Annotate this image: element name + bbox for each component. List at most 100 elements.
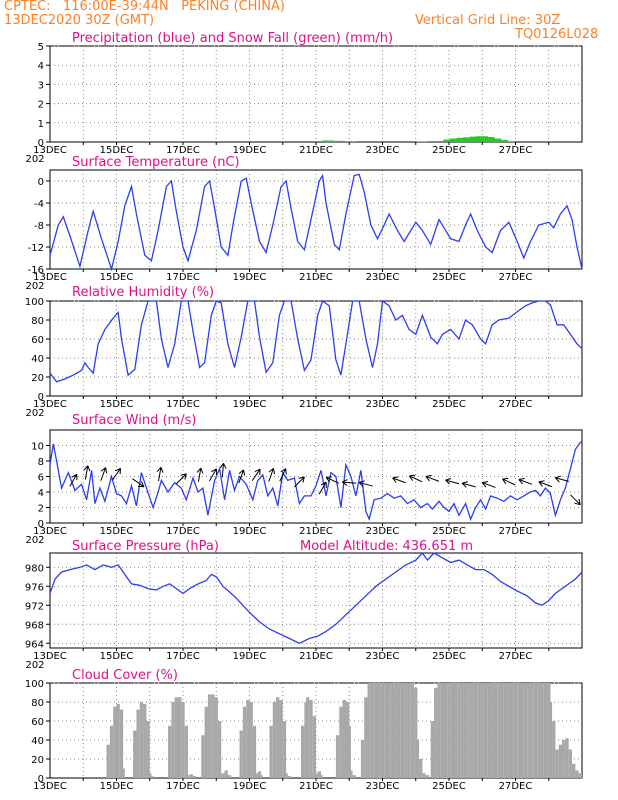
station-header: CPTEC: 116:00E-39:44N PEKING (CHINA) <box>4 0 285 14</box>
cloud-cover-bar <box>143 703 147 778</box>
y-tick-label: 5 <box>38 42 44 53</box>
y-tick-label: 980 <box>25 563 44 574</box>
wind-arrow-shaft <box>445 479 460 485</box>
cloud-cover-bar <box>364 697 368 778</box>
wind-arrow-head <box>114 467 122 475</box>
cloud-cover-bar <box>434 687 438 778</box>
cloud-cover-bar <box>558 744 563 778</box>
cloud-cover-bar <box>217 721 222 778</box>
cloud-cover-bar <box>276 697 280 778</box>
wind-arrow <box>156 466 164 482</box>
cloud-cover-bar <box>309 700 313 778</box>
x-tick-label: 21DEC <box>299 399 333 410</box>
y-tick-label: -12 <box>28 243 44 254</box>
cloud-cover-bar <box>517 683 521 778</box>
cloud-cover-bar <box>254 773 258 778</box>
model-altitude-label: Model Altitude: 436.651 m <box>300 539 473 554</box>
cloud-cover-bar <box>507 683 511 778</box>
cloud-cover-bar <box>450 683 454 778</box>
wind-arrow-shaft <box>132 478 145 488</box>
y-tick-label: 20 <box>31 755 44 766</box>
cloud-cover-bar <box>239 730 243 778</box>
snowfall-bar <box>489 138 502 142</box>
wind-arrow-shaft <box>268 468 274 482</box>
cloud-cover-bar <box>497 683 501 778</box>
x-tick-label: 27DEC <box>499 145 533 156</box>
wind-arrow <box>196 467 204 482</box>
cloud-cover-bar <box>510 683 514 778</box>
panel-title: Surface Temperature (nC) <box>72 155 240 170</box>
cloud-cover-bar <box>146 721 150 778</box>
model-code: TQ0126L028 <box>515 27 599 42</box>
cloud-cover-bar <box>314 773 318 778</box>
snowfall-bar <box>449 138 462 142</box>
panel-title: Surface Wind (m/s) <box>72 413 196 428</box>
cloud-cover-bar <box>410 683 415 778</box>
wind-arrow-head <box>137 481 145 488</box>
cloud-cover-bar <box>447 683 451 778</box>
wind-arrow <box>341 479 357 486</box>
x-tick-label: 25DEC <box>432 526 466 537</box>
wind-arrow-head <box>425 474 432 482</box>
wind-arrow-head <box>325 476 333 483</box>
cloud-cover-bar <box>520 683 524 778</box>
wind-arrow-head <box>481 481 489 488</box>
wind-arrow-shaft <box>294 476 305 488</box>
cloud-cover-bar <box>139 702 144 778</box>
x-tick-label: 13DEC <box>33 526 67 537</box>
run-time: 13DEC2020 30Z (GMT) <box>4 13 155 28</box>
wind-arrow <box>461 481 476 488</box>
cloud-cover-bar <box>168 725 172 778</box>
wind-arrow <box>570 494 581 506</box>
cloud-cover-bar <box>394 683 398 778</box>
snowfall-bar <box>476 136 489 142</box>
x-tick-label: 27DEC <box>499 651 533 662</box>
wind-arrow <box>279 468 287 482</box>
x-tick-label: 23DEC <box>366 145 400 156</box>
cloud-cover-bar <box>380 683 385 778</box>
x-tick-label: 17DEC <box>166 526 200 537</box>
panel-title: Precipitation (blue) and Snow Fall (gree… <box>72 31 393 46</box>
cloud-cover-bar <box>249 702 253 778</box>
y-tick-label: 2 <box>38 504 44 515</box>
cloud-cover-bar <box>415 740 420 778</box>
cloud-cover-bar <box>279 700 283 778</box>
cloud-cover-bar <box>257 771 262 778</box>
cloud-cover-bar <box>422 773 426 778</box>
cloud-cover-bar <box>500 683 504 778</box>
x-tick-label: 25DEC <box>432 272 466 283</box>
y-tick-label: 0 <box>38 774 44 785</box>
snowfall-bar <box>321 140 334 142</box>
cloud-cover-bar <box>133 730 137 778</box>
x-tick-label: 21DEC <box>299 272 333 283</box>
y-tick-label: 40 <box>31 354 44 365</box>
cloud-cover-bar <box>387 683 391 778</box>
wind-arrow-head <box>268 467 276 475</box>
wind-arrow-head <box>71 473 78 481</box>
wind-arrow <box>392 476 406 484</box>
y-tick-label: 60 <box>31 335 44 346</box>
wind-arrow <box>325 476 340 484</box>
x-tick-label: 15DEC <box>100 781 134 792</box>
cloud-cover-bar <box>287 776 292 778</box>
cloud-cover-bar <box>425 775 430 778</box>
x-tick-label: 21DEC <box>299 145 333 156</box>
cloud-cover-bar <box>349 770 353 778</box>
cloud-cover-bar <box>572 763 576 778</box>
cloud-cover-bar <box>578 773 582 778</box>
x-tick-label: 15DEC <box>100 651 134 662</box>
cloud-cover-bar <box>335 735 340 778</box>
wind-arrow-head <box>254 468 261 476</box>
panel-frame <box>49 552 583 649</box>
wind-arrow-head <box>156 466 164 473</box>
y-tick-label: 964 <box>25 639 44 650</box>
cloud-cover-bar <box>306 697 310 778</box>
x-tick-label: 13DEC <box>33 399 67 410</box>
x-tick-label: 19DEC <box>233 526 267 537</box>
cloud-cover-bar <box>404 683 408 778</box>
x-tick-label: 23DEC <box>366 526 400 537</box>
cloud-cover-bar <box>555 749 559 778</box>
x-tick-label: 23DEC <box>366 651 400 662</box>
y-tick-label: 4 <box>38 488 44 499</box>
x-tick-label: 23DEC <box>366 399 400 410</box>
